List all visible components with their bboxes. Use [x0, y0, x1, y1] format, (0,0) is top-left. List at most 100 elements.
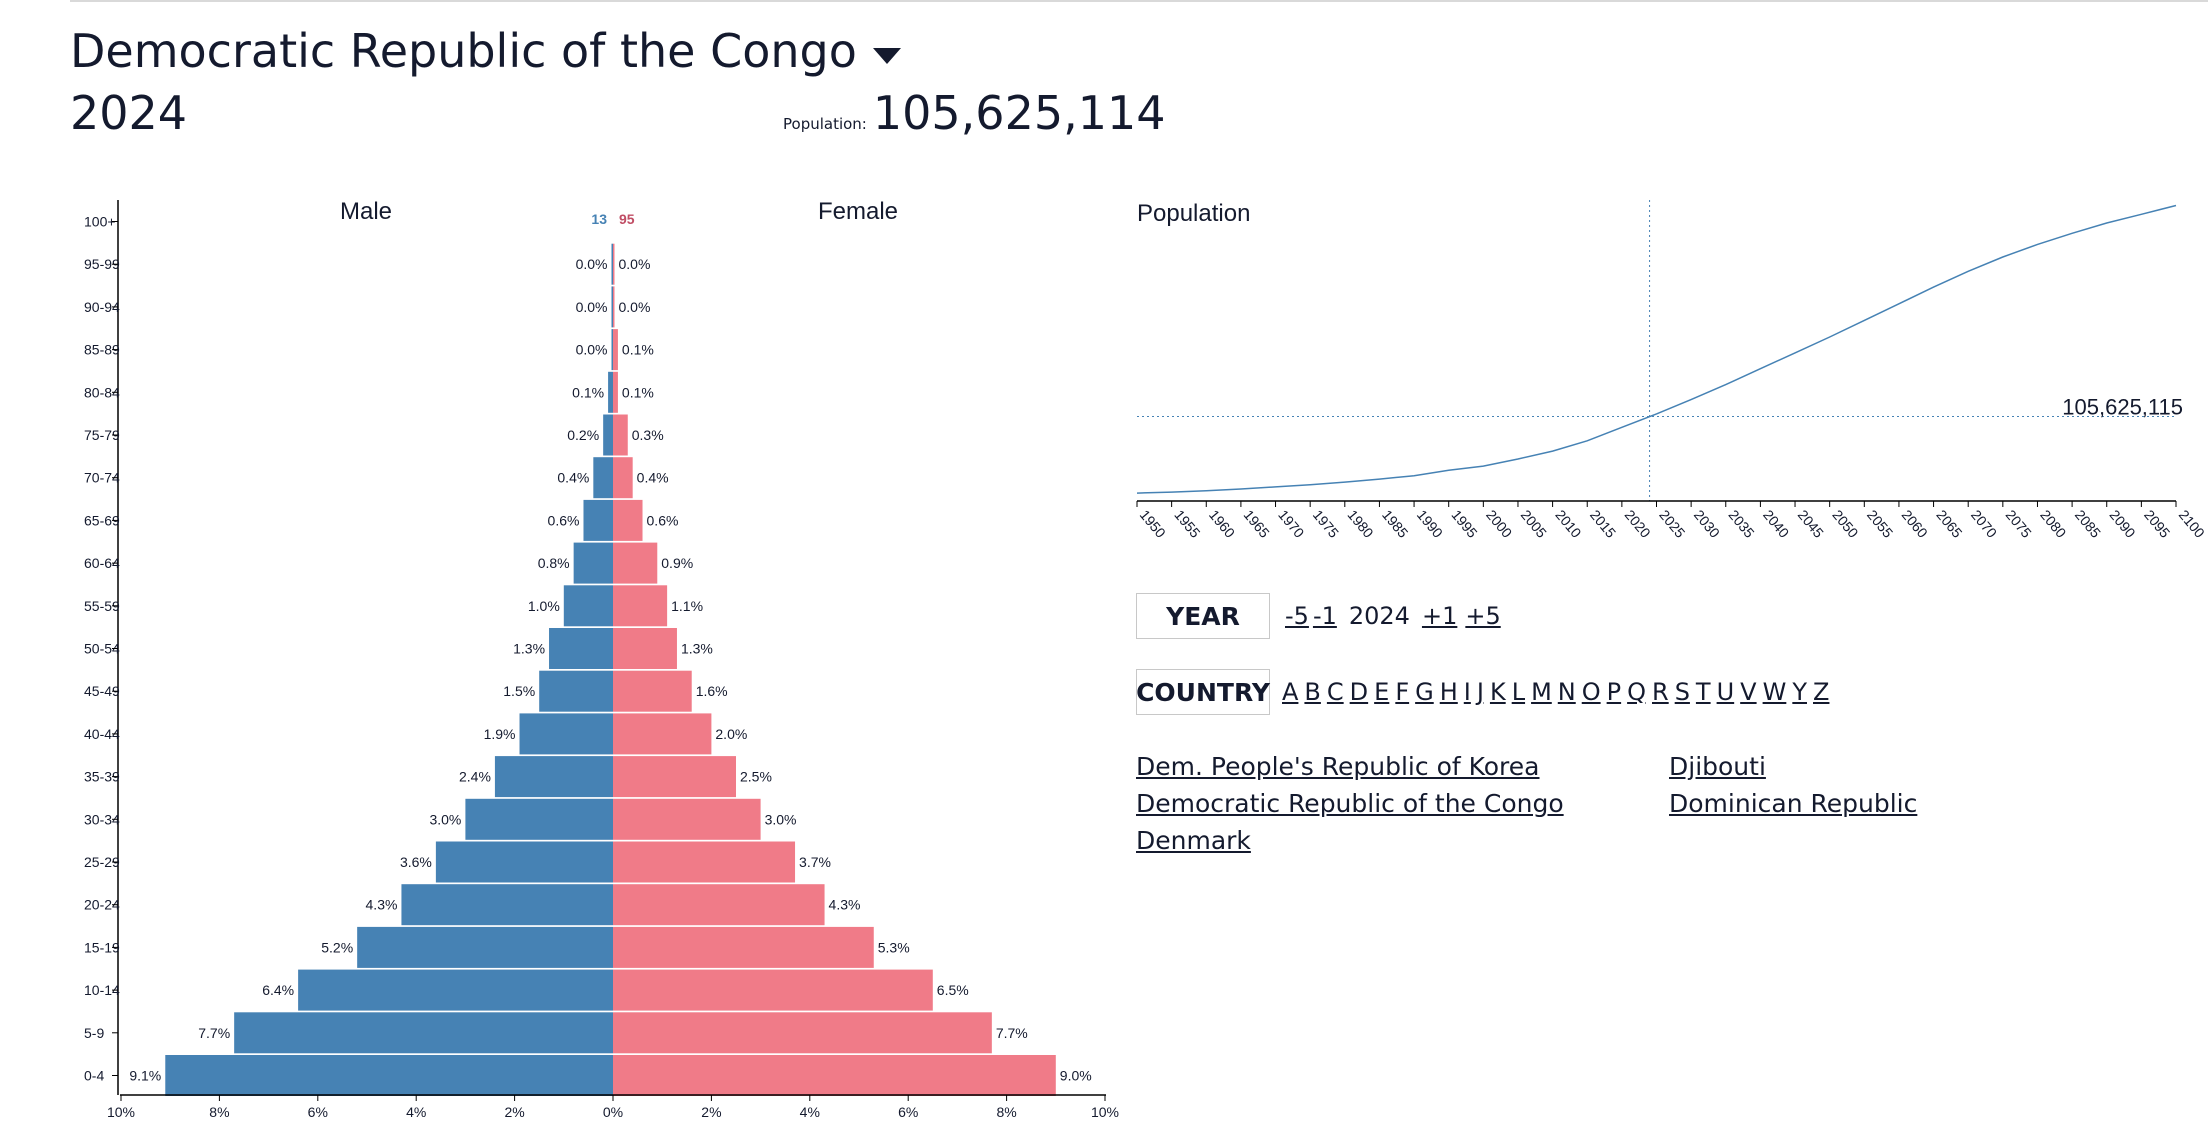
line-x-tick-label: 2005	[1518, 507, 1550, 541]
x-tick-label: 2%	[504, 1104, 524, 1120]
letter-link-q[interactable]: Q	[1627, 678, 1646, 706]
country-link[interactable]: Dominican Republic	[1669, 789, 1918, 818]
line-x-tick-label: 1975	[1310, 507, 1342, 541]
letter-link-y[interactable]: Y	[1792, 678, 1807, 706]
letter-link-s[interactable]: S	[1674, 678, 1690, 706]
year-button[interactable]: YEAR	[1136, 593, 1270, 639]
line-x-tick-label: 2015	[1587, 507, 1619, 541]
female-value-label: 0.6%	[647, 512, 679, 528]
line-x-tick-label: 2065	[1933, 507, 1965, 541]
male-bar	[608, 371, 613, 413]
female-bar	[613, 713, 712, 755]
letter-link-v[interactable]: V	[1740, 678, 1757, 706]
year-plus5-link[interactable]: +5	[1465, 602, 1501, 630]
male-value-label: 3.0%	[429, 811, 461, 827]
male-label: Male	[340, 198, 392, 225]
male-value-label: 0.6%	[548, 512, 580, 528]
letter-link-n[interactable]: N	[1557, 678, 1576, 706]
male-value-label: 7.7%	[198, 1025, 230, 1041]
x-tick-label: 6%	[308, 1104, 328, 1120]
male-bar	[298, 969, 613, 1011]
letter-link-t[interactable]: T	[1695, 678, 1711, 706]
age-group-label: 45-49	[84, 683, 120, 699]
letter-link-u[interactable]: U	[1716, 678, 1735, 706]
age-group-label: 25-29	[84, 854, 120, 870]
line-x-tick-label: 2040	[1760, 507, 1792, 541]
line-x-tick-label: 1955	[1171, 507, 1203, 541]
male-value-label: 0.8%	[538, 555, 570, 571]
age-group-label: 0-4	[84, 1068, 104, 1084]
letter-link-k[interactable]: K	[1489, 678, 1506, 706]
female-value-label: 9.0%	[1060, 1068, 1092, 1084]
male-value-label: 1.5%	[503, 683, 535, 699]
year-controls: YEAR -5 -1 2024 +1 +5	[1136, 593, 1501, 639]
letter-link-m[interactable]: M	[1531, 678, 1552, 706]
letter-link-o[interactable]: O	[1581, 678, 1601, 706]
female-value-label: 2.0%	[715, 726, 747, 742]
letter-link-z[interactable]: Z	[1813, 678, 1830, 706]
female-value-label: 3.7%	[799, 854, 831, 870]
letter-link-d[interactable]: D	[1349, 678, 1369, 706]
x-tick-label: 4%	[800, 1104, 820, 1120]
letter-link-c[interactable]: C	[1326, 678, 1344, 706]
line-x-tick-label: 2075	[2003, 507, 2035, 541]
female-value-label: 1.6%	[696, 683, 728, 699]
male-bar	[401, 884, 613, 926]
female-value-label: 0.1%	[622, 342, 654, 358]
female-value-label: 0.1%	[622, 384, 654, 400]
female-bar	[613, 414, 628, 456]
age-group-label: 20-24	[84, 897, 120, 913]
year-minus1-link[interactable]: -1	[1312, 602, 1337, 630]
country-link[interactable]: Denmark	[1136, 826, 1251, 855]
caret-down-icon[interactable]	[872, 48, 901, 64]
female-bar	[613, 884, 825, 926]
letter-link-j[interactable]: J	[1476, 678, 1484, 706]
female-value-label: 0.4%	[637, 470, 669, 486]
letter-link-r[interactable]: R	[1652, 678, 1669, 706]
letter-link-a[interactable]: A	[1282, 678, 1299, 706]
age-group-label: 10-14	[84, 982, 120, 998]
country-title[interactable]: Democratic Republic of the Congo	[70, 24, 857, 78]
country-link[interactable]: Djibouti	[1669, 752, 1766, 781]
letter-link-f[interactable]: F	[1395, 678, 1410, 706]
year-heading: 2024	[70, 86, 188, 140]
letter-link-i[interactable]: I	[1463, 678, 1471, 706]
female-value-label: 5.3%	[878, 939, 910, 955]
country-link[interactable]: Dem. People's Republic of Korea	[1136, 752, 1540, 781]
age-group-label: 100+	[84, 214, 116, 230]
age-group-label: 75-79	[84, 427, 120, 443]
letter-link-b[interactable]: B	[1304, 678, 1321, 706]
year-plus1-link[interactable]: +1	[1421, 602, 1458, 630]
male-bar	[611, 243, 613, 285]
male-value-label: 9.1%	[129, 1068, 161, 1084]
line-x-tick-label: 2090	[2106, 507, 2138, 541]
male-value-label: 5.2%	[321, 939, 353, 955]
country-button[interactable]: COUNTRY	[1136, 669, 1270, 715]
line-x-tick-label: 2085	[2072, 507, 2104, 541]
country-list-column-2: Djibouti Dominican Republic	[1669, 748, 1917, 822]
age-group-label: 85-89	[84, 342, 120, 358]
line-x-tick-label: 1965	[1241, 507, 1273, 541]
age-group-label: 15-19	[84, 939, 120, 955]
x-tick-label: 10%	[107, 1104, 135, 1120]
letter-link-p[interactable]: P	[1606, 678, 1622, 706]
centenarian-male-count: 13	[591, 211, 607, 227]
year-minus5-link[interactable]: -5	[1285, 602, 1309, 630]
line-x-tick-label: 1985	[1379, 507, 1411, 541]
letter-link-w[interactable]: W	[1762, 678, 1787, 706]
male-bar	[593, 457, 613, 499]
x-tick-label: 4%	[406, 1104, 426, 1120]
country-selector[interactable]: Democratic Republic of the Congo	[70, 24, 901, 78]
female-bar	[613, 1055, 1056, 1096]
age-group-label: 70-74	[84, 470, 120, 486]
female-bar	[613, 628, 677, 669]
letter-link-g[interactable]: G	[1415, 678, 1434, 706]
letter-link-l[interactable]: L	[1511, 678, 1526, 706]
male-value-label: 4.3%	[366, 897, 398, 913]
country-link[interactable]: Democratic Republic of the Congo	[1136, 789, 1564, 818]
letter-link-e[interactable]: E	[1374, 678, 1390, 706]
letter-link-h[interactable]: H	[1439, 678, 1458, 706]
female-value-label: 0.0%	[619, 256, 651, 272]
female-label: Female	[818, 198, 898, 225]
